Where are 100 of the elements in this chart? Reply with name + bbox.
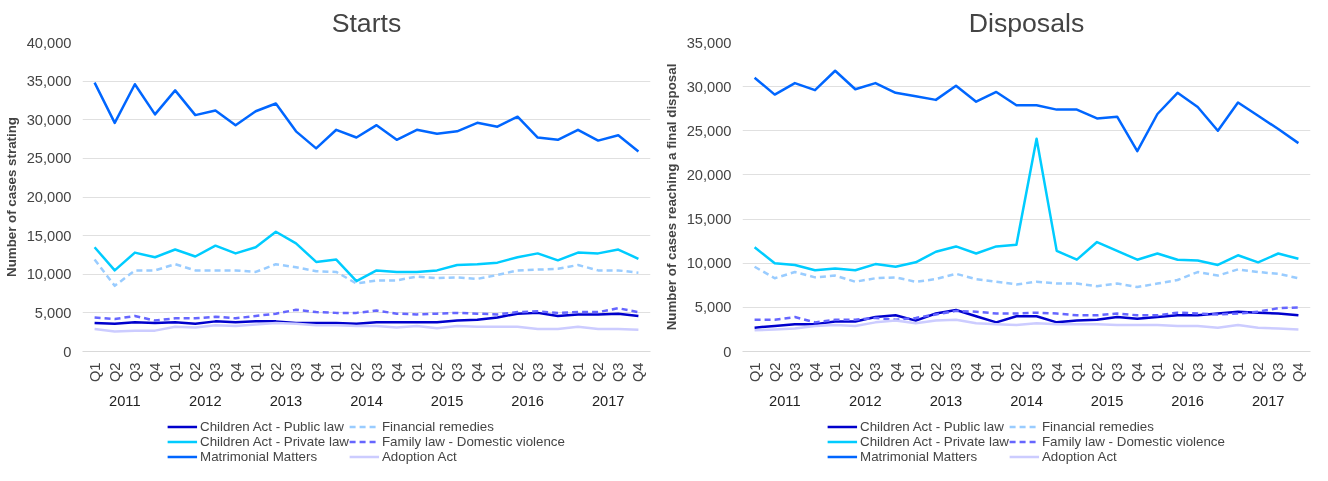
x-tick-label: Q1 bbox=[1149, 362, 1166, 383]
line-series bbox=[753, 69, 1300, 153]
chart-title: Starts bbox=[331, 7, 402, 38]
line-series bbox=[753, 318, 1300, 332]
x-tick-label: Q3 bbox=[529, 362, 546, 383]
x-tick-label: Q3 bbox=[948, 362, 964, 383]
x-tick-label: Q2 bbox=[1008, 362, 1025, 383]
legend-label: Children Act - Public law bbox=[860, 418, 1004, 434]
x-tick-label: Q4 bbox=[308, 362, 325, 383]
x-tick-label: Q4 bbox=[1290, 362, 1307, 383]
legend-label: Matrimonial Matters bbox=[860, 448, 978, 464]
x-tick-label: Q2 bbox=[509, 362, 526, 383]
text: 2011 bbox=[769, 392, 801, 409]
y-tick-label: 25,000 bbox=[26, 150, 72, 167]
legend-label: Adoption Act bbox=[381, 448, 457, 464]
y-tick-label: 15,000 bbox=[686, 211, 732, 228]
x-tick-label: Q2 bbox=[267, 362, 284, 383]
x-tick-label: Q3 bbox=[786, 362, 803, 383]
x-tick-label: Q4 bbox=[807, 362, 824, 383]
text: 2016 bbox=[1171, 392, 1204, 409]
x-tick-label: Q2 bbox=[1169, 362, 1186, 383]
text: 2014 bbox=[1010, 392, 1043, 409]
x-tick-label: Q1 bbox=[1068, 362, 1085, 383]
x-tick-label: Q3 bbox=[368, 362, 385, 383]
text: 2013 bbox=[929, 392, 963, 409]
x-tick-label: Q4 bbox=[1048, 362, 1065, 383]
line-series bbox=[93, 81, 640, 153]
x-tick-label: Q4 bbox=[388, 362, 405, 383]
y-tick-label: 40,000 bbox=[26, 34, 72, 51]
x-tick-label: Q3 bbox=[126, 362, 143, 383]
line-series bbox=[753, 306, 1300, 324]
x-tick-label: Q4 bbox=[227, 362, 244, 383]
y-tick-label: 30,000 bbox=[26, 111, 72, 128]
x-tick-label: Q2 bbox=[590, 362, 607, 383]
y-axis-title: Number of cases reaching a final disposal bbox=[663, 63, 679, 331]
x-tick-label: Q2 bbox=[927, 362, 944, 383]
legend-label: Family law - Domestic violence bbox=[381, 433, 565, 449]
line-series bbox=[93, 258, 640, 288]
legend-label: Matrimonial Matters bbox=[200, 448, 318, 464]
x-tick-label: Q1 bbox=[569, 362, 586, 383]
legend-label: Children Act - Private law bbox=[200, 433, 349, 449]
x-tick-label: Q3 bbox=[1028, 362, 1045, 383]
y-tick-label: 5,000 bbox=[34, 304, 72, 321]
text: 2013 bbox=[269, 392, 303, 409]
y-tick-label: 25,000 bbox=[686, 122, 732, 139]
text: 2012 bbox=[849, 392, 882, 409]
x-tick-label: Q3 bbox=[449, 362, 466, 383]
legend-label: Children Act - Public law bbox=[200, 418, 344, 434]
x-tick-label: Q2 bbox=[1089, 362, 1105, 383]
text: 2015 bbox=[1090, 392, 1124, 409]
x-tick-label: Q3 bbox=[288, 362, 304, 383]
x-tick-label: Q1 bbox=[827, 362, 844, 383]
x-tick-label: Q1 bbox=[489, 362, 506, 383]
legend-label: Children Act - Private law bbox=[860, 433, 1009, 449]
x-tick-label: Q4 bbox=[469, 362, 486, 383]
x-tick-label: Q1 bbox=[907, 362, 924, 383]
y-tick-label: 35,000 bbox=[26, 73, 72, 90]
x-tick-label: Q3 bbox=[1270, 362, 1287, 383]
x-tick-label: Q2 bbox=[1250, 362, 1267, 383]
y-tick-label: 5,000 bbox=[694, 299, 732, 316]
y-tick-label: 0 bbox=[723, 343, 732, 360]
x-tick-label: Q1 bbox=[988, 362, 1005, 383]
x-tick-label: Q3 bbox=[207, 362, 224, 383]
text: 2017 bbox=[591, 392, 625, 409]
text: 2015 bbox=[430, 392, 464, 409]
x-tick-label: Q1 bbox=[746, 362, 763, 383]
x-tick-label: Q1 bbox=[1229, 362, 1246, 383]
x-tick-label: Q4 bbox=[630, 362, 647, 383]
x-tick-label: Q3 bbox=[610, 362, 627, 383]
y-tick-label: 30,000 bbox=[686, 78, 732, 95]
x-tick-label: Q3 bbox=[867, 362, 884, 383]
legend-label: Financial remedies bbox=[1041, 418, 1154, 434]
text: 2014 bbox=[350, 392, 383, 409]
x-tick-label: Q1 bbox=[408, 362, 425, 383]
x-tick-label: Q1 bbox=[328, 362, 345, 383]
x-tick-label: Q3 bbox=[1109, 362, 1126, 383]
y-tick-label: 0 bbox=[63, 343, 72, 360]
y-axis-title: Number of cases strating bbox=[3, 117, 19, 277]
line-series bbox=[93, 311, 640, 325]
text: 2017 bbox=[1251, 392, 1285, 409]
x-tick-label: Q3 bbox=[1189, 362, 1206, 383]
x-tick-label: Q2 bbox=[106, 362, 123, 383]
x-tick-label: Q1 bbox=[86, 362, 103, 383]
x-tick-label: Q2 bbox=[187, 362, 204, 383]
x-tick-label: Q2 bbox=[847, 362, 864, 383]
x-tick-label: Q4 bbox=[1129, 362, 1146, 383]
legend-label: Adoption Act bbox=[1041, 448, 1117, 464]
text: 2012 bbox=[189, 392, 222, 409]
x-tick-label: Q4 bbox=[147, 362, 164, 383]
x-tick-label: Q4 bbox=[549, 362, 566, 383]
y-tick-label: 20,000 bbox=[686, 166, 732, 183]
y-tick-label: 10,000 bbox=[686, 255, 732, 272]
legend-label: Financial remedies bbox=[381, 418, 494, 434]
legend-label: Family law - Domestic violence bbox=[1041, 433, 1225, 449]
x-tick-label: Q4 bbox=[968, 362, 985, 383]
y-tick-label: 10,000 bbox=[26, 266, 72, 283]
text: 2011 bbox=[109, 392, 141, 409]
x-tick-label: Q2 bbox=[429, 362, 445, 383]
y-tick-label: 15,000 bbox=[26, 227, 72, 244]
chart-title: Disposals bbox=[968, 7, 1085, 38]
